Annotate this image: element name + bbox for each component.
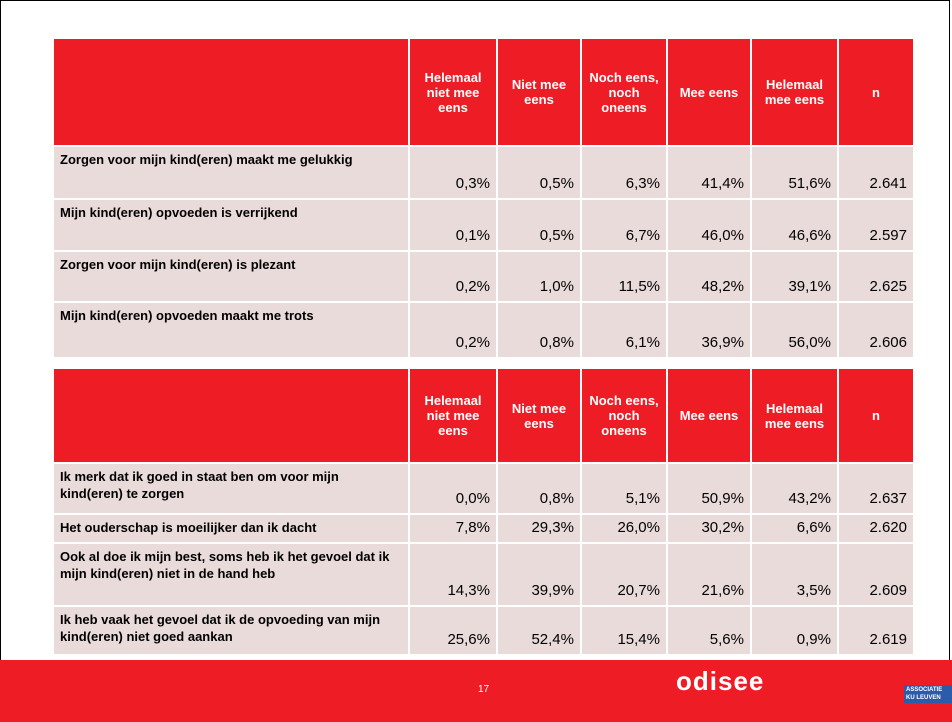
value-cell: 6,7% [580, 198, 668, 252]
value-cell: 41,4% [666, 145, 752, 200]
value-cell: 2.609 [837, 542, 915, 607]
header-row: Helemaal niet mee eens Niet mee eens Noch … [52, 37, 915, 147]
header-cell: Helemaal mee eens [750, 37, 839, 147]
header-cell: n [837, 37, 915, 147]
header-cell: Noch eens, noch oneens [580, 367, 668, 464]
association-logo: ASSOCIATIE KU LEUVEN [904, 685, 952, 703]
value-cell: 39,1% [750, 250, 839, 303]
value-cell: 46,6% [750, 198, 839, 252]
value-cell: 3,5% [750, 542, 839, 607]
value-cell: 2.641 [837, 145, 915, 200]
value-cell: 20,7% [580, 542, 668, 607]
slide [0, 0, 950, 660]
header-cell: Helemaal niet mee eens [408, 37, 498, 147]
value-cell: 29,3% [496, 513, 582, 544]
table: Helemaal niet mee eens Niet mee eens Noch … [52, 37, 915, 359]
row-label: Ik merk dat ik goed in staat ben om voor… [52, 462, 410, 515]
value-cell: 6,1% [580, 301, 668, 359]
value-cell: 51,6% [750, 145, 839, 200]
header-cell: n [837, 367, 915, 464]
value-cell: 39,9% [496, 542, 582, 607]
footer: 17 odisee ASSOCIATIE KU LEUVEN [0, 660, 952, 722]
value-cell: 7,8% [408, 513, 498, 544]
value-cell: 25,6% [408, 605, 498, 656]
page-number: 17 [478, 684, 490, 695]
value-cell: 0,3% [408, 145, 498, 200]
value-cell: 0,5% [496, 145, 582, 200]
value-cell: 0,1% [408, 198, 498, 252]
header-cell [52, 367, 410, 464]
value-cell: 36,9% [666, 301, 752, 359]
header-cell: Mee eens [666, 37, 752, 147]
header-cell: Mee eens [666, 367, 752, 464]
value-cell: 2.606 [837, 301, 915, 359]
value-cell: 43,2% [750, 462, 839, 515]
value-cell: 14,3% [408, 542, 498, 607]
value-cell: 52,4% [496, 605, 582, 656]
header-cell: Niet mee eens [496, 37, 582, 147]
value-cell: 2.619 [837, 605, 915, 656]
value-cell: 2.637 [837, 462, 915, 515]
row: Mijn kind(eren) opvoeden is verrijkend 0,… [52, 198, 915, 252]
value-cell: 2.620 [837, 513, 915, 544]
value-cell: 11,5% [580, 250, 668, 303]
row-label: Zorgen voor mijn kind(eren) is plezant [52, 250, 410, 303]
value-cell: 26,0% [580, 513, 668, 544]
value-cell: 2.625 [837, 250, 915, 303]
header-cell: Noch eens, noch oneens [580, 37, 668, 147]
value-cell: 46,0% [666, 198, 752, 252]
row: Zorgen voor mijn kind(eren) is plezant 0,… [52, 250, 915, 303]
header-cell: Helemaal niet mee eens [408, 367, 498, 464]
value-cell: 0,0% [408, 462, 498, 515]
value-cell: 1,0% [496, 250, 582, 303]
row-label: Ik heb vaak het gevoel dat ik de opvoedi… [52, 605, 410, 656]
header-cell: Helemaal mee eens [750, 367, 839, 464]
header-cell: Niet mee eens [496, 367, 582, 464]
value-cell: 0,5% [496, 198, 582, 252]
table: Helemaal niet mee eens Niet mee eens Noch … [52, 367, 915, 656]
value-cell: 0,8% [496, 301, 582, 359]
value-cell: 56,0% [750, 301, 839, 359]
value-cell: 5,1% [580, 462, 668, 515]
header-cell [52, 37, 410, 147]
row: Ik merk dat ik goed in staat ben om voor… [52, 462, 915, 515]
value-cell: 0,2% [408, 250, 498, 303]
value-cell: 30,2% [666, 513, 752, 544]
value-cell: 50,9% [666, 462, 752, 515]
header-row: Helemaal niet mee eens Niet mee eens Noch … [52, 367, 915, 464]
association: ASSOCIATIE [906, 687, 943, 693]
logo: odisee [676, 666, 765, 696]
row: Mijn kind(eren) opvoeden maakt me trots 0… [52, 301, 915, 359]
row-label: Mijn kind(eren) opvoeden is verrijkend [52, 198, 410, 252]
value-cell: 5,6% [666, 605, 752, 656]
value-cell: 2.597 [837, 198, 915, 252]
value-cell: 21,6% [666, 542, 752, 607]
row-label: Zorgen voor mijn kind(eren) maakt me gel… [52, 145, 410, 200]
university: KU LEUVEN [906, 695, 941, 701]
value-cell: 6,3% [580, 145, 668, 200]
value-cell: 15,4% [580, 605, 668, 656]
value-cell: 0,8% [496, 462, 582, 515]
value-cell: 0,2% [408, 301, 498, 359]
row: Het ouderschap is moeilijker dan ik dach… [52, 513, 915, 544]
value-cell: 6,6% [750, 513, 839, 544]
row: Zorgen voor mijn kind(eren) maakt me gel… [52, 145, 915, 200]
row-label: Mijn kind(eren) opvoeden maakt me trots [52, 301, 410, 359]
row: Ook al doe ik mijn best, soms heb ik het… [52, 542, 915, 607]
value-cell: 48,2% [666, 250, 752, 303]
row: Ik heb vaak het gevoel dat ik de opvoedi… [52, 605, 915, 656]
value-cell: 0,9% [750, 605, 839, 656]
row-label: Ook al doe ik mijn best, soms heb ik het… [52, 542, 410, 607]
row-label: Het ouderschap is moeilijker dan ik dach… [52, 513, 410, 544]
